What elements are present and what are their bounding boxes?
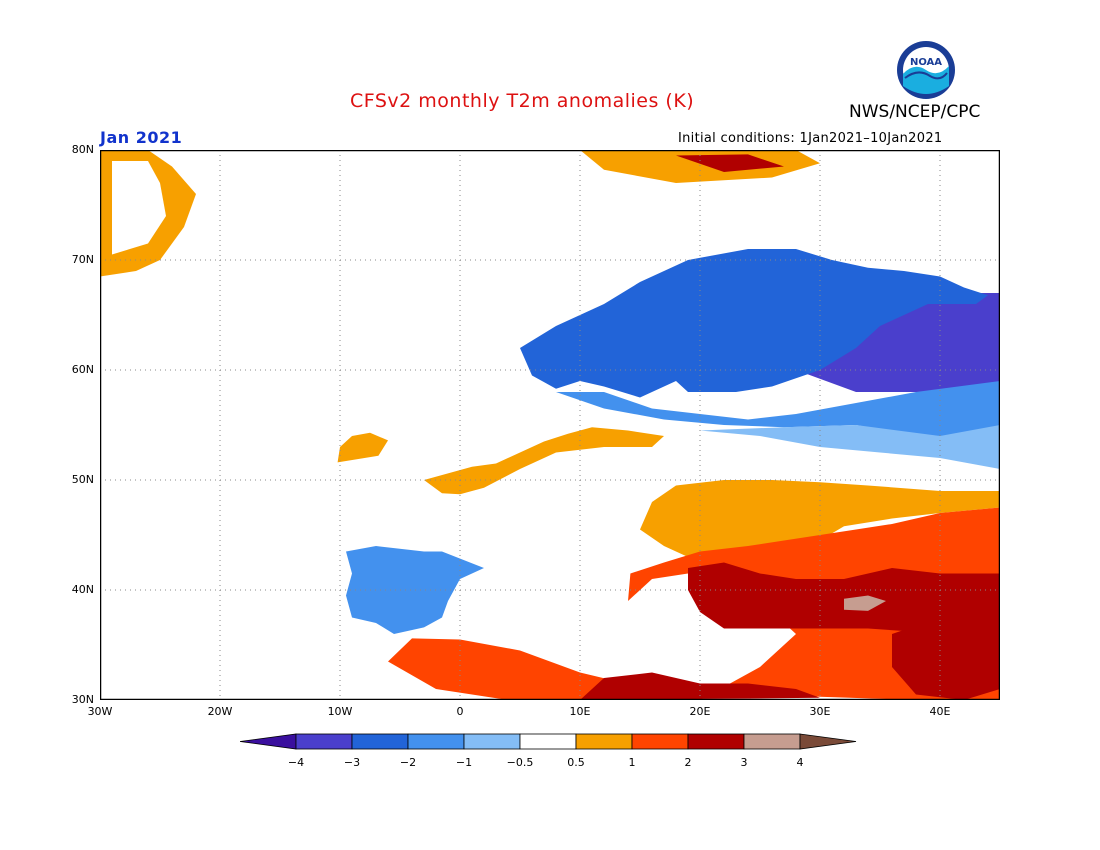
lon-label-10w: 10W bbox=[327, 705, 353, 718]
map-region-15 bbox=[112, 161, 166, 255]
chart-title: CFSv2 monthly T2m anomalies (K) bbox=[350, 90, 695, 112]
map-region-7 bbox=[424, 427, 664, 495]
map-region-8 bbox=[640, 480, 1000, 563]
organization-label: NWS/NCEP/CPC bbox=[849, 102, 981, 122]
colorbar-segment-1 bbox=[295, 733, 353, 750]
map-region-2 bbox=[520, 249, 988, 398]
colorbar-label-neg2: −2 bbox=[399, 756, 417, 769]
lat-label-70n: 70N bbox=[71, 253, 94, 266]
colorbar-segment-4 bbox=[463, 733, 521, 750]
colorbar-segment-9 bbox=[743, 733, 801, 750]
lat-label-60n: 60N bbox=[71, 363, 94, 376]
lat-label-80n: 80N bbox=[71, 143, 94, 156]
colorbar-label-neg3: −3 bbox=[343, 756, 361, 769]
lon-label-20w: 20W bbox=[207, 705, 233, 718]
lon-label-40e: 40E bbox=[929, 705, 951, 718]
map-region-13 bbox=[844, 595, 886, 611]
lat-label-50n: 50N bbox=[71, 473, 94, 486]
map-frame bbox=[100, 150, 1000, 700]
colorbar-label-2: 2 bbox=[684, 756, 692, 769]
lat-label-40n: 40N bbox=[71, 583, 94, 596]
noaa-logo-text: NOAA bbox=[910, 57, 942, 68]
lon-label-20e: 20E bbox=[689, 705, 711, 718]
anomaly-map bbox=[100, 150, 1000, 700]
colorbar-arrow-high bbox=[799, 733, 857, 750]
map-grid bbox=[100, 150, 1000, 700]
map-regions bbox=[100, 150, 1000, 700]
map-region-16 bbox=[580, 150, 820, 183]
colorbar-segment-5 bbox=[519, 733, 577, 750]
map-region-4 bbox=[700, 425, 1000, 469]
colorbar-segment-3 bbox=[407, 733, 465, 750]
colorbar-label-3: 3 bbox=[740, 756, 748, 769]
noaa-logo: NOAA bbox=[896, 40, 956, 104]
colorbar-segment-7 bbox=[631, 733, 689, 750]
lon-label-30e: 30E bbox=[809, 705, 831, 718]
colorbar-segment-8 bbox=[687, 733, 745, 750]
colorbar-label-05: 0.5 bbox=[567, 756, 585, 769]
lon-label-10e: 10E bbox=[569, 705, 591, 718]
colorbar-label-neg1: −1 bbox=[455, 756, 473, 769]
colorbar-segment-6 bbox=[575, 733, 633, 750]
colorbar-label-neg4: −4 bbox=[287, 756, 305, 769]
lat-label-30n: 30N bbox=[71, 693, 94, 706]
colorbar-segment-2 bbox=[351, 733, 409, 750]
colorbar-label-4: 4 bbox=[796, 756, 804, 769]
map-region-9 bbox=[388, 507, 1000, 700]
map-region-10 bbox=[688, 562, 1000, 634]
map-region-11 bbox=[892, 612, 1000, 700]
colorbar-label-1: 1 bbox=[628, 756, 636, 769]
colorbar-label-neg05: −0.5 bbox=[506, 756, 534, 769]
lon-label-30w: 30W bbox=[87, 705, 113, 718]
map-region-3 bbox=[556, 381, 1000, 436]
forecast-month: Jan 2021 bbox=[100, 128, 183, 147]
lon-label-0: 0 bbox=[456, 705, 464, 718]
map-region-12 bbox=[580, 672, 820, 700]
colorbar-arrow-low bbox=[240, 733, 297, 750]
noaa-logo-swoosh bbox=[904, 71, 948, 80]
map-region-17 bbox=[676, 154, 784, 172]
initial-conditions: Initial conditions: 1Jan2021–10Jan2021 bbox=[678, 131, 943, 146]
colorbar bbox=[240, 733, 857, 750]
map-region-6 bbox=[337, 432, 388, 463]
